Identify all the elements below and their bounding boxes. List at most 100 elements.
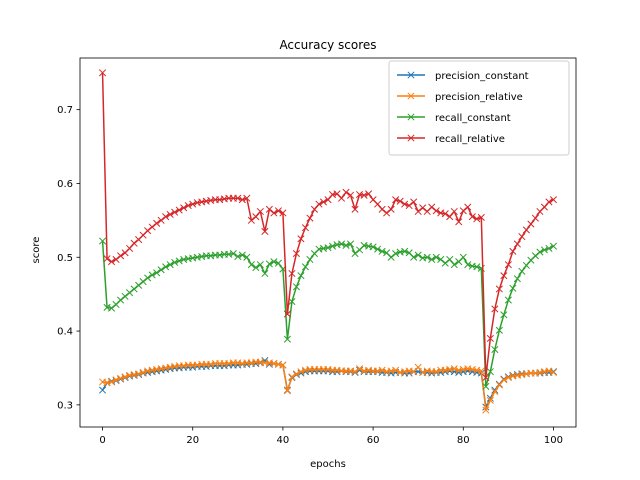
data-point [536,248,544,256]
data-point [297,272,305,280]
legend-entry-precision_relative: precision_relative [397,92,523,103]
y-axis-label: score [31,237,42,264]
data-point [450,365,458,373]
data-point [513,275,521,283]
data-point [108,378,116,386]
data-point [549,242,558,250]
data-point [279,209,287,217]
data-point [545,198,553,206]
data-point [292,250,300,258]
data-point [261,227,269,235]
chart-title: Accuracy scores [279,38,376,52]
data-point [432,207,440,215]
data-point [180,204,188,212]
data-point [306,214,314,222]
legend-label: recall_constant [435,113,511,124]
data-point [518,233,526,241]
data-point [450,207,458,216]
data-point [432,253,440,261]
data-point [423,253,431,261]
data-point [414,251,422,259]
data-point [522,226,530,234]
data-point [545,367,553,375]
data-point [256,261,264,269]
plot-series [98,69,558,414]
data-point [491,305,499,313]
data-point [491,388,499,396]
data-point [265,205,273,213]
x-tick-label: 100 [544,435,563,446]
data-point [98,237,107,245]
data-point [121,373,129,381]
data-point [144,227,152,235]
data-point [157,216,165,224]
data-point [378,366,386,374]
data-point [337,240,346,248]
data-point [162,213,170,221]
data-point [288,269,296,278]
data-point [297,235,305,243]
data-point [112,255,120,264]
data-point [112,376,120,384]
data-point [306,255,314,264]
data-point [121,292,129,300]
data-point [175,206,183,214]
data-point [297,368,305,376]
data-point [342,241,350,250]
data-point [410,198,418,206]
data-point [419,368,427,376]
data-point [238,251,246,259]
legend-box [388,60,570,156]
data-point [473,215,481,223]
legend-entry-recall_constant: recall_constant [397,113,511,124]
y-tick-label: 0.5 [57,253,73,264]
data-point [491,345,499,354]
data-point [108,258,116,266]
data-point [117,296,125,304]
data-point [468,213,476,221]
plot-frame [79,57,577,428]
data-point [98,386,107,394]
data-point [117,374,125,382]
data-point [500,311,508,319]
x-axis-label: epochs [310,459,346,470]
data-point [292,370,300,378]
legend-entry-recall_relative: recall_relative [397,134,505,145]
data-point [301,224,310,232]
data-point [252,264,260,272]
series-recall_relative [98,69,558,382]
data-point [527,220,535,228]
data-point [486,334,494,342]
data-point [464,261,472,269]
series-precision_relative [98,358,558,414]
data-point [270,258,278,266]
data-point [247,261,255,269]
data-point [549,196,558,204]
data-point [392,366,400,374]
data-point [288,373,296,381]
data-point [419,204,427,212]
data-point [432,368,440,376]
data-point [283,310,291,318]
data-point [319,198,328,206]
data-point [234,194,242,202]
data-point [171,208,179,216]
data-point [328,242,337,250]
data-point [486,368,494,376]
data-point [274,207,282,215]
data-point [482,382,490,390]
data-point [166,210,174,219]
x-tick-label: 20 [186,435,199,446]
data-point [184,202,192,210]
data-point [135,370,143,378]
data-point [351,250,359,258]
data-point [139,278,147,286]
data-point [274,259,282,267]
data-point [261,269,269,278]
data-point [414,207,422,216]
data-point [189,200,197,208]
data-point [549,368,558,376]
legend-entry-precision_constant: precision_constant [397,71,529,82]
data-point [495,285,503,293]
